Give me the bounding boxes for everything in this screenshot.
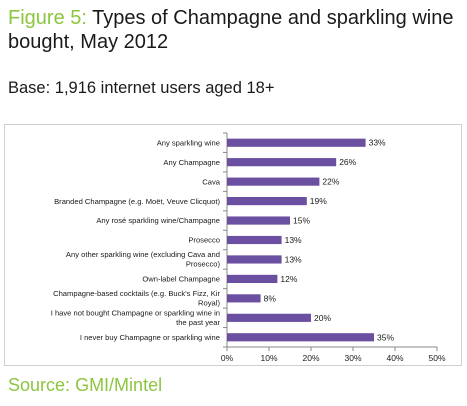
bar <box>227 177 320 186</box>
category-label: I never buy Champagne or sparkling wine <box>80 333 220 342</box>
chart-panel: 0% 10% 20% 30% 40% 50% Any sparkling wine 33% An… <box>4 124 462 366</box>
bar <box>227 274 278 283</box>
figure-title: Figure 5: Types of Champagne and sparkli… <box>8 6 458 54</box>
value-label: 19% <box>310 196 327 206</box>
x-tick-label: 10% <box>260 353 277 363</box>
value-label: 13% <box>285 235 302 245</box>
bar <box>227 255 282 264</box>
category-label: Any rosé sparkling wine/Champagne <box>96 216 220 225</box>
bar <box>227 197 307 206</box>
value-label: 13% <box>285 254 302 264</box>
value-label: 26% <box>339 157 356 167</box>
source-label: Source: <box>8 375 71 395</box>
category-label: Champagne-based cocktails (e.g. Buck's F… <box>53 289 220 308</box>
x-tick-label: 30% <box>344 353 361 363</box>
bar <box>227 333 374 342</box>
bar <box>227 138 366 147</box>
value-label: 12% <box>280 274 297 284</box>
bar <box>227 216 290 225</box>
figure-title-text: Types of Champagne and sparkling wine bo… <box>8 7 454 53</box>
bar <box>227 313 311 322</box>
bar-chart: 0% 10% 20% 30% 40% 50% Any sparkling wine 33% An… <box>51 132 446 363</box>
value-label: 33% <box>369 138 386 148</box>
category-label: Cava <box>202 177 221 186</box>
source-name: GMI/Mintel <box>75 375 163 395</box>
value-label: 35% <box>377 332 394 342</box>
value-label: 8% <box>264 293 277 303</box>
x-tick-label: 20% <box>302 353 319 363</box>
source-line: Source: GMI/Mintel <box>8 374 162 396</box>
base-note: Base: 1,916 internet users aged 18+ <box>8 79 275 97</box>
category-label: Own-label Champagne <box>142 275 220 284</box>
category-label: Any sparkling wine <box>157 138 220 147</box>
category-label: Branded Champagne (e.g. Moët, Veuve Clic… <box>54 197 220 206</box>
x-tick-label: 50% <box>428 353 445 363</box>
category-label: Any other sparkling wine (excluding Cava… <box>66 250 221 268</box>
bar <box>227 294 261 303</box>
figure-label: Figure 5: <box>8 7 87 29</box>
x-tick-label: 40% <box>386 353 403 363</box>
value-label: 15% <box>293 216 310 226</box>
bar <box>227 235 282 245</box>
x-tick-label: 0% <box>221 353 234 363</box>
bar <box>227 158 337 167</box>
category-label: I have not bought Champagne or sparkling… <box>51 308 221 327</box>
value-label: 20% <box>314 313 331 323</box>
category-label: Prosecco <box>188 236 220 245</box>
value-label: 22% <box>322 177 339 187</box>
category-label: Any Champagne <box>163 158 220 167</box>
